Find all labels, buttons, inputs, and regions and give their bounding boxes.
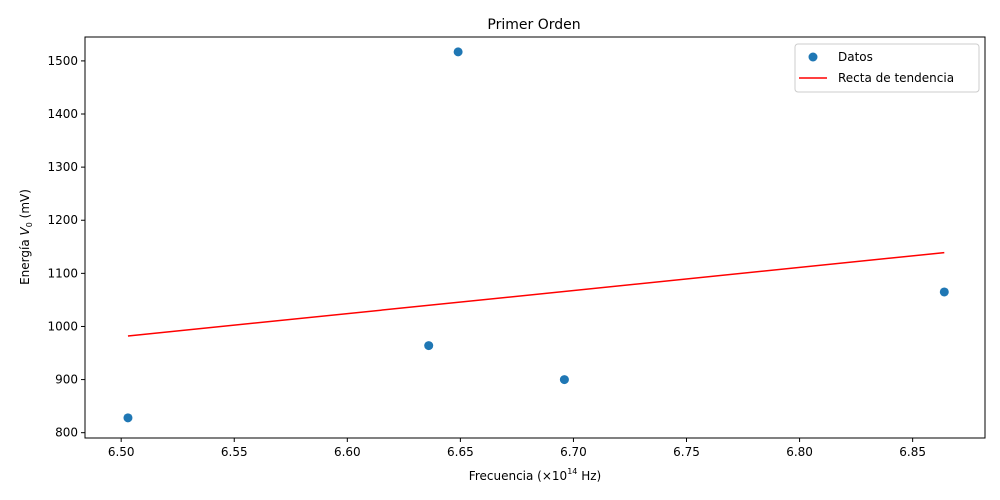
x-tick-label: 6.85 xyxy=(899,445,926,459)
plot-area xyxy=(123,47,949,423)
x-axis-title-suffix: Hz) xyxy=(577,469,601,483)
legend-box xyxy=(794,43,980,93)
y-tick-label: 1000 xyxy=(47,319,78,333)
y-axis-title-subscript: 0 xyxy=(25,222,34,227)
x-tick-label: 6.55 xyxy=(221,445,248,459)
legend-marker-datos xyxy=(808,52,818,62)
x-tick-label: 6.65 xyxy=(447,445,474,459)
y-tick-label: 800 xyxy=(55,426,78,440)
x-tick-label: 6.60 xyxy=(334,445,361,459)
trend-line xyxy=(127,251,945,337)
legend: Datos Recta de tendencia xyxy=(794,43,980,93)
x-axis-title-prefix: Frecuencia (×10 xyxy=(469,469,567,483)
data-point xyxy=(559,375,569,385)
axes-frame xyxy=(84,36,986,439)
chart-title: Primer Orden xyxy=(487,17,580,33)
data-point xyxy=(123,413,133,423)
y-axis: 800 900 1000 1100 1200 1300 1400 1500 xyxy=(47,54,85,440)
y-tick-label: 900 xyxy=(55,373,78,387)
x-axis-title-exponent: 14 xyxy=(567,467,577,476)
y-tick-label: 1300 xyxy=(47,160,78,174)
data-point xyxy=(453,47,463,57)
data-point xyxy=(939,287,949,297)
x-tick-label: 6.70 xyxy=(560,445,587,459)
y-tick-label: 1500 xyxy=(47,54,78,68)
x-tick-label: 6.75 xyxy=(673,445,700,459)
x-tick-label: 6.50 xyxy=(108,445,135,459)
legend-label-datos: Datos xyxy=(838,50,873,64)
y-tick-label: 1200 xyxy=(47,213,78,227)
y-axis-title-suffix: (mV) xyxy=(18,189,32,222)
x-axis: 6.50 6.55 6.60 6.65 6.70 6.75 6.80 6.85 xyxy=(108,438,926,459)
y-tick-label: 1100 xyxy=(47,266,78,280)
y-tick-label: 1400 xyxy=(47,107,78,121)
legend-label-recta: Recta de tendencia xyxy=(838,71,954,85)
x-tick-label: 6.80 xyxy=(786,445,813,459)
x-axis-title: Frecuencia (×1014 Hz) xyxy=(469,467,601,483)
y-axis-title: Energía V0 (mV) xyxy=(18,189,34,285)
y-axis-title-variable: V xyxy=(18,226,32,235)
data-point xyxy=(424,341,434,351)
y-axis-title-prefix: Energía xyxy=(18,235,32,284)
